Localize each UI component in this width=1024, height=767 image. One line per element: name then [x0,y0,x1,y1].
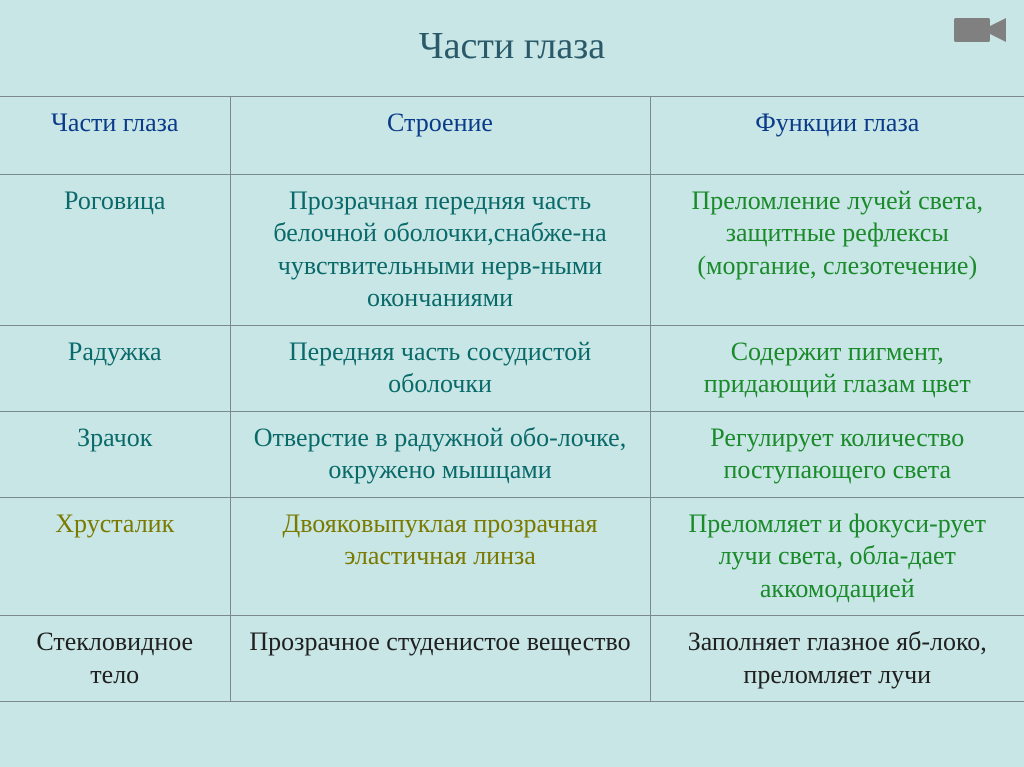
table-row: Стекловидное телоПрозрачное студенистое … [0,616,1024,702]
cell-function: Регулирует количество поступающего света [650,411,1024,497]
eye-parts-table: Части глаза Строение Функции глаза Рогов… [0,96,1024,702]
cell-part: Радужка [0,325,230,411]
page-title: Части глаза [0,0,1024,96]
cell-part: Зрачок [0,411,230,497]
cell-structure: Двояковыпуклая прозрачная эластичная лин… [230,497,650,616]
table-header-row: Части глаза Строение Функции глаза [0,97,1024,175]
cell-part: Стекловидное тело [0,616,230,702]
table-row: РадужкаПередняя часть сосудистой оболочк… [0,325,1024,411]
cell-function: Содержит пигмент, придающий глазам цвет [650,325,1024,411]
table-row: ЗрачокОтверстие в радужной обо-лочке, ок… [0,411,1024,497]
cell-function: Преломление лучей света, защитные рефлек… [650,174,1024,325]
camera-icon [954,14,1006,46]
table-row: ХрусталикДвояковыпуклая прозрачная эласт… [0,497,1024,616]
cell-structure: Прозрачное студенистое вещество [230,616,650,702]
table-row: РоговицаПрозрачная передняя часть белочн… [0,174,1024,325]
col-header-part: Части глаза [0,97,230,175]
col-header-structure: Строение [230,97,650,175]
cell-structure: Передняя часть сосудистой оболочки [230,325,650,411]
cell-function: Преломляет и фокуси-рует лучи света, обл… [650,497,1024,616]
cell-function: Заполняет глазное яб-локо, преломляет лу… [650,616,1024,702]
cell-part: Хрусталик [0,497,230,616]
cell-structure: Отверстие в радужной обо-лочке, окружено… [230,411,650,497]
cell-structure: Прозрачная передняя часть белочной оболо… [230,174,650,325]
col-header-function: Функции глаза [650,97,1024,175]
cell-part: Роговица [0,174,230,325]
